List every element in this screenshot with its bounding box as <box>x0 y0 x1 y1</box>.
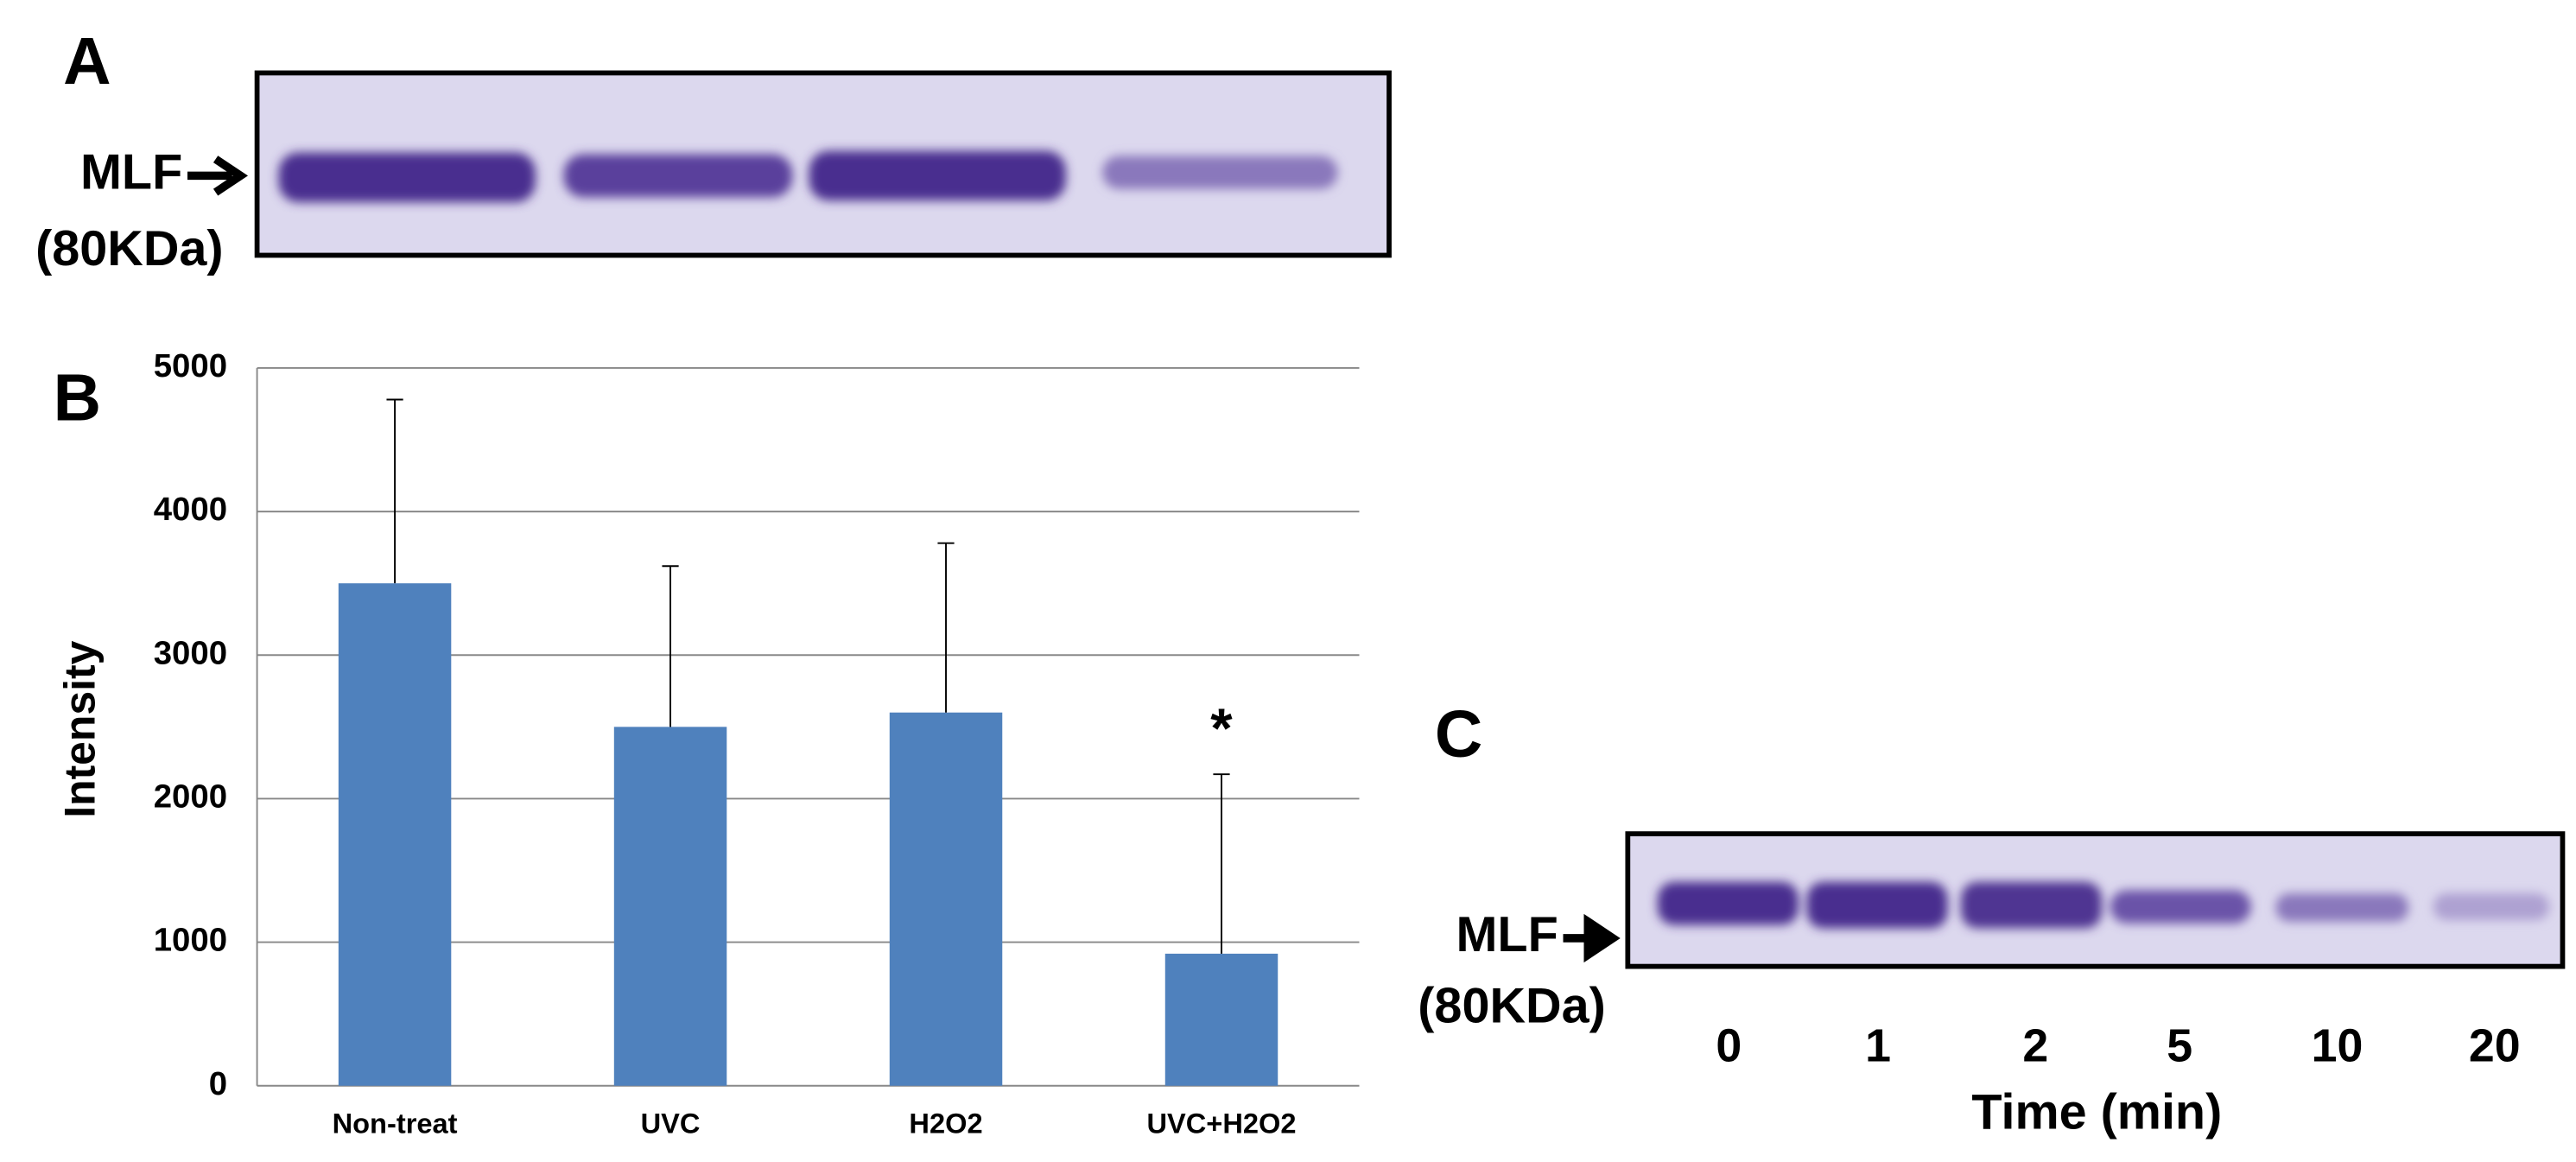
bar <box>1164 953 1278 1086</box>
error-bar <box>937 542 955 713</box>
y-tick-label: 2000 <box>154 778 227 816</box>
x-tick-label: UVC+H2O2 <box>1146 1107 1296 1139</box>
y-tick-label: 1000 <box>154 922 227 959</box>
y-tick-label: 3000 <box>154 634 227 671</box>
bar <box>613 727 727 1086</box>
panel-label: C <box>1435 698 1482 771</box>
x-axis-title: Time (min) <box>1971 1084 2222 1140</box>
y-tick-label: 4000 <box>154 491 227 528</box>
size: (80KDa) <box>35 221 223 276</box>
lane-label: 10 <box>2312 1020 2363 1072</box>
x-tick-label: Non-treat <box>333 1107 458 1139</box>
lane-label: 5 <box>2167 1020 2192 1072</box>
size: (80KDa) <box>1418 979 1605 1034</box>
arrow <box>187 156 249 196</box>
bar <box>338 583 452 1086</box>
marker: MLF <box>1456 907 1558 962</box>
y-tick-label: 0 <box>209 1065 227 1102</box>
error-bar <box>1213 773 1230 954</box>
bands-c <box>1657 881 2550 929</box>
marker: MLF <box>80 145 182 200</box>
lane-label: 0 <box>1716 1020 1742 1072</box>
arrow <box>1563 913 1621 963</box>
y-axis-title: Intensity <box>55 640 104 817</box>
x-tick-label: UVC <box>641 1107 701 1139</box>
x-tick-label: H2O2 <box>909 1107 982 1139</box>
annotation: * <box>1210 696 1233 759</box>
y-tick-label: 5000 <box>154 347 227 384</box>
error-bar <box>662 565 679 727</box>
panel-label: B <box>54 362 101 435</box>
lane-label: 20 <box>2469 1020 2521 1072</box>
panel-label: A <box>63 25 111 98</box>
lane-label: 1 <box>1865 1020 1891 1072</box>
bar <box>889 712 1003 1086</box>
bands-a <box>278 150 1338 203</box>
lane-label: 2 <box>2022 1020 2048 1072</box>
error-bar <box>386 398 403 584</box>
